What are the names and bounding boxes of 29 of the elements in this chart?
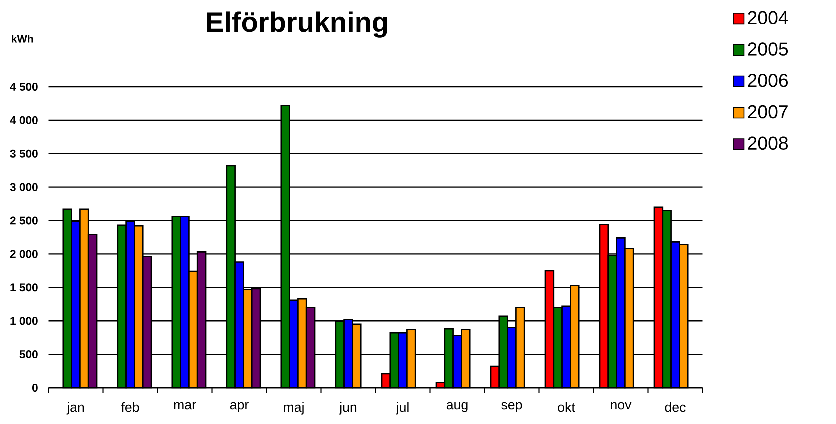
y-tick-label: 4 000: [10, 116, 38, 124]
legend-label: 2008: [748, 136, 788, 150]
x-tick-label: feb: [121, 402, 140, 412]
y-tick-label: 500: [20, 350, 38, 359]
x-tick-label: maj: [284, 402, 304, 415]
y-tick-label: 2 500: [10, 216, 38, 225]
x-tick-label: dec: [665, 402, 686, 412]
y-tick-label: 1 500: [10, 284, 38, 292]
x-tick-label: sep: [502, 402, 522, 412]
legend-label: 2004: [748, 11, 788, 25]
y-tick-label: 3 000: [10, 183, 38, 192]
x-tick-label: aug: [446, 402, 468, 412]
y-axis-title: kWh: [12, 34, 34, 43]
legend-label: 2006: [748, 74, 788, 88]
x-tick-label: nov: [611, 402, 632, 410]
x-tick-label: mar: [174, 402, 196, 410]
x-tick-label: jan: [66, 402, 84, 415]
legend-label: 2005: [748, 42, 788, 56]
x-tick-label: jul: [396, 402, 409, 415]
chart-title: Elförbrukning: [207, 12, 388, 38]
y-tick-label: 4 500: [10, 82, 38, 91]
x-tick-label: apr: [230, 402, 249, 412]
legend-label: 2007: [748, 105, 788, 119]
y-tick-label: 2 000: [10, 250, 38, 258]
y-tick-label: 0: [32, 384, 38, 392]
y-tick-label: 1 000: [10, 317, 38, 326]
y-tick-label: 3 500: [10, 150, 38, 158]
x-tick-label: jun: [339, 402, 357, 415]
x-tick-label: okt: [558, 402, 576, 412]
